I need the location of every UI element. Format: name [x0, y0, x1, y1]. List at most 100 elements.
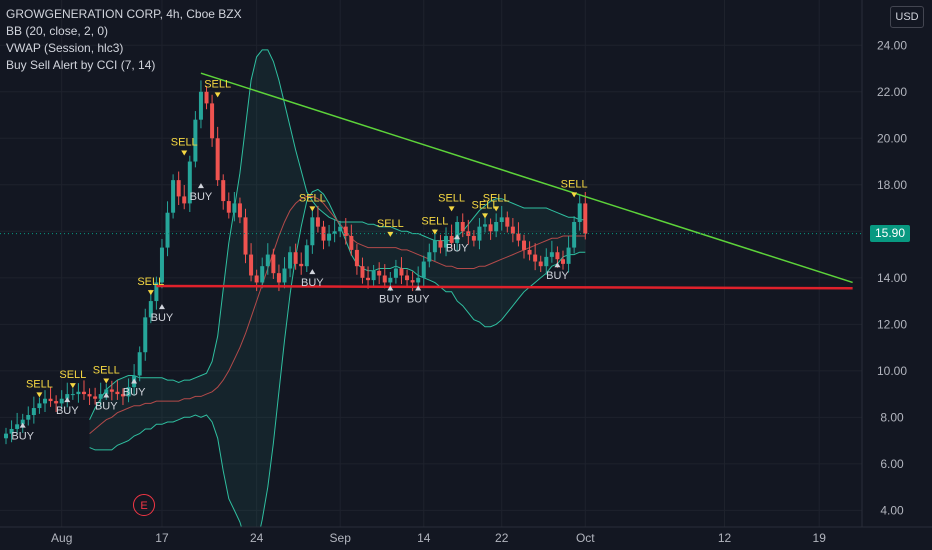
signal-sell-23: SELL — [561, 178, 588, 198]
svg-text:SELL: SELL — [204, 78, 231, 90]
candle-20 — [115, 380, 120, 400]
candle-40 — [226, 192, 231, 219]
candle-96 — [538, 255, 543, 272]
svg-text:SELL: SELL — [472, 199, 499, 211]
support-line[interactable] — [156, 284, 853, 290]
candle-89 — [499, 205, 504, 231]
candle-7 — [42, 390, 47, 412]
candle-8 — [48, 387, 53, 407]
candle-11 — [65, 382, 70, 408]
x-tick-2: 24 — [250, 531, 264, 545]
signal-buy-15: BUY — [379, 285, 402, 305]
candle-31 — [176, 171, 181, 206]
svg-text:BUY: BUY — [546, 270, 569, 282]
candle-0 — [4, 427, 8, 445]
candle-67 — [377, 262, 382, 285]
candle-2 — [15, 412, 20, 435]
y-tick-3: 18.00 — [877, 178, 907, 192]
signal-sell-11: SELL — [204, 78, 231, 98]
signal-sell-14: SELL — [377, 218, 404, 237]
candle-82 — [460, 213, 465, 238]
candle-73 — [410, 271, 415, 292]
candle-97 — [544, 248, 549, 275]
candle-12 — [70, 388, 75, 400]
signal-buy-10: BUY — [190, 183, 213, 203]
candle-94 — [527, 241, 532, 261]
candle-5 — [31, 396, 36, 424]
candle-26 — [148, 289, 153, 324]
candle-71 — [399, 257, 404, 285]
candle-98 — [549, 240, 554, 263]
svg-text:BUY: BUY — [379, 293, 402, 305]
svg-text:SELL: SELL — [421, 216, 448, 228]
candle-62 — [349, 224, 354, 256]
time-axis[interactable] — [0, 527, 862, 550]
candle-68 — [382, 264, 387, 289]
svg-text:SELL: SELL — [137, 276, 164, 288]
signal-sell-17: SELL — [421, 216, 448, 235]
candle-74 — [416, 266, 421, 289]
candle-19 — [109, 380, 114, 401]
candle-56 — [315, 205, 320, 233]
y-tick-0: 24.00 — [877, 38, 907, 52]
candle-44 — [249, 243, 254, 282]
bb-fill — [89, 49, 586, 550]
svg-text:BUY: BUY — [407, 293, 430, 305]
x-tick-7: 12 — [718, 531, 732, 545]
candle-24 — [137, 346, 142, 382]
candle-65 — [366, 266, 371, 289]
candle-32 — [182, 185, 187, 210]
legend-cci: Buy Sell Alert by CCI (7, 14) — [6, 58, 156, 72]
x-tick-3: Sep — [330, 531, 352, 545]
signal-sell-7: SELL — [137, 276, 164, 296]
candle-52 — [293, 243, 298, 270]
candle-66 — [371, 265, 376, 286]
signal-buy-16: BUY — [407, 285, 430, 305]
candle-60 — [338, 220, 343, 238]
svg-text:BUY: BUY — [95, 400, 118, 412]
signal-sell-9: SELL — [171, 137, 198, 156]
candle-33 — [187, 155, 192, 212]
candle-92 — [516, 222, 521, 247]
signal-sell-2: SELL — [59, 369, 86, 389]
signal-sell-21: SELL — [483, 192, 510, 212]
candle-42 — [237, 197, 242, 224]
chart-legend: GROWGENERATION CORP, 4h, Cboe BZX BB (20… — [6, 6, 242, 74]
signal-sell-20: SELL — [472, 199, 499, 219]
svg-text:SELL: SELL — [171, 137, 198, 149]
legend-bb: BB (20, close, 2, 0) — [6, 24, 109, 38]
svg-text:SELL: SELL — [26, 378, 53, 390]
currency-button[interactable]: USD — [890, 6, 924, 28]
candle-28 — [159, 238, 164, 289]
candle-41 — [232, 192, 237, 222]
legend-symbol: GROWGENERATION CORP, 4h, Cboe BZX — [6, 7, 242, 21]
descending-trendline[interactable] — [200, 72, 853, 284]
candle-9 — [54, 395, 59, 412]
candle-81 — [455, 216, 460, 252]
candle-84 — [471, 230, 476, 247]
candle-72 — [405, 269, 410, 286]
candle-29 — [165, 201, 170, 257]
y-tick-6: 12.00 — [877, 317, 907, 331]
last-price-tag: 15.90 — [870, 225, 910, 242]
candle-58 — [327, 225, 332, 247]
svg-text:SELL: SELL — [561, 178, 588, 190]
svg-text:BUY: BUY — [56, 405, 79, 417]
candle-91 — [510, 218, 515, 243]
candle-104 — [583, 192, 588, 240]
candle-4 — [26, 406, 31, 426]
price-axis[interactable] — [862, 0, 932, 550]
candle-21 — [120, 388, 125, 406]
earnings-event-marker[interactable]: E — [133, 494, 155, 516]
candle-75 — [421, 255, 426, 287]
svg-text:BUY: BUY — [190, 191, 213, 203]
candle-35 — [198, 80, 203, 129]
candle-80 — [449, 224, 454, 249]
candle-47 — [265, 243, 270, 275]
candle-14 — [81, 380, 86, 400]
signal-buy-22: BUY — [546, 262, 569, 282]
candle-61 — [343, 218, 348, 245]
candle-13 — [76, 383, 81, 403]
candle-76 — [427, 243, 432, 268]
